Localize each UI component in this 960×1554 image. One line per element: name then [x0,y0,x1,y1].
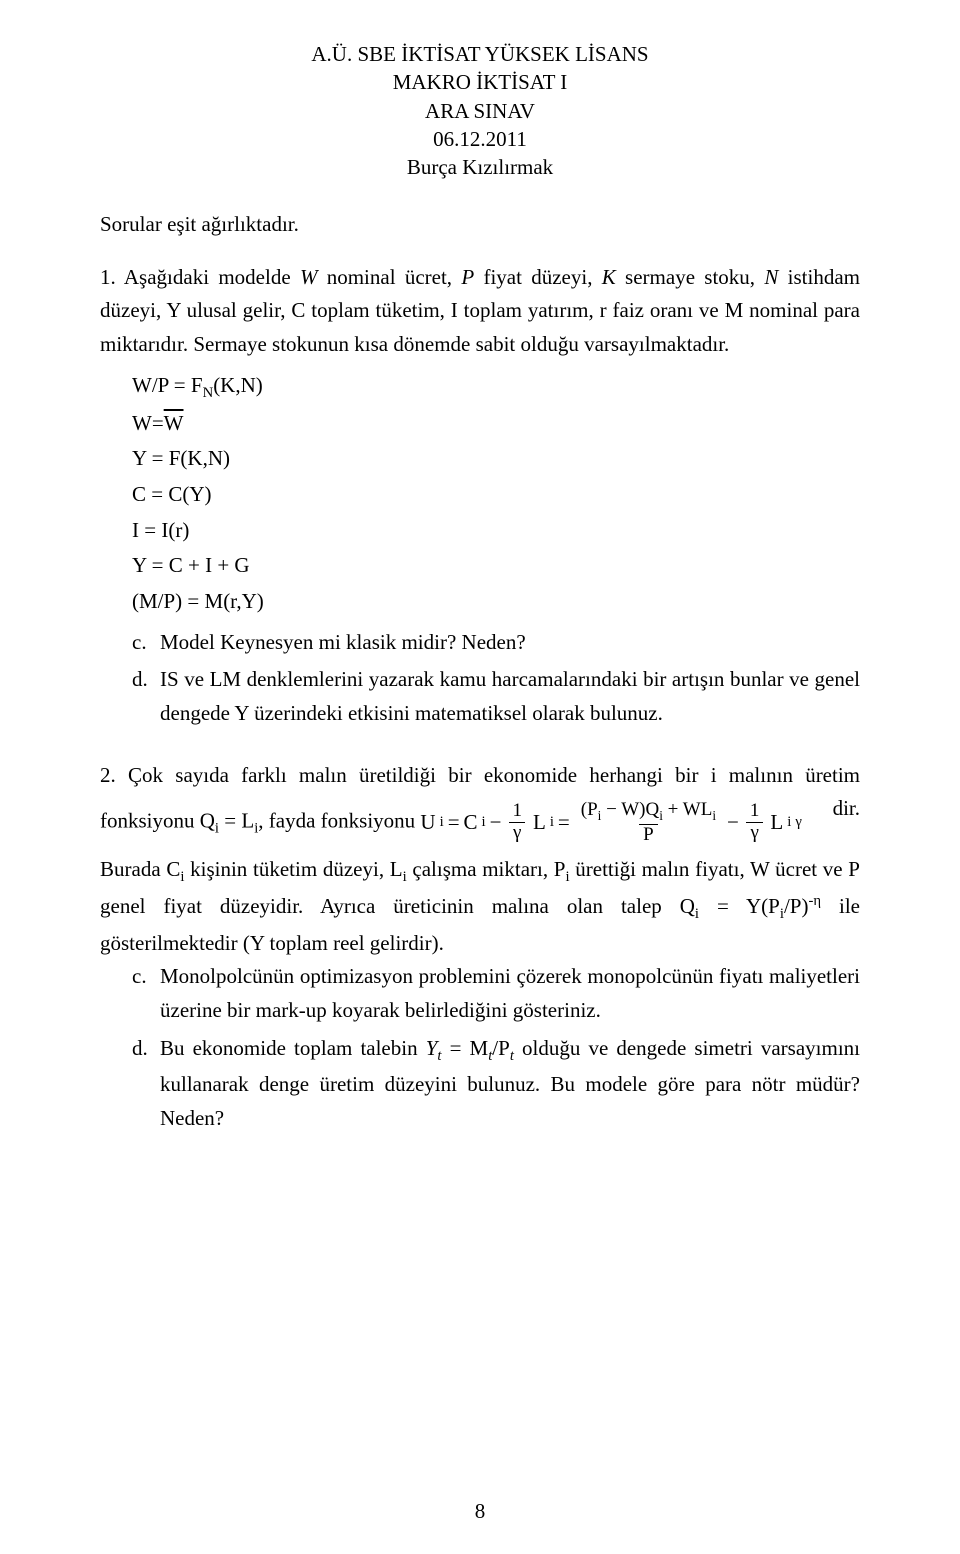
q1-eq7: (M/P) = M(r,Y) [132,584,860,620]
q1-eq5: I = I(r) [132,513,860,549]
var-P: P [461,265,474,289]
q2-d-label: d. [132,1032,160,1136]
q2-dir: dir. [833,792,860,826]
q2-body-e: kişinin tüketim düzeyi, L [184,857,402,881]
question-1: 1. Aşağıdaki modelde W nominal ücret, P … [100,261,860,731]
frac-main: (Pi − W)Qi + WLi P [577,800,720,845]
header-line-2: MAKRO İKTİSAT I [100,68,860,96]
q2-body-f: çalışma miktarı, P [407,857,566,881]
q2-d-text: Bu ekonomide toplam talebin Yt = Mt/Pt o… [160,1032,860,1136]
header-line-5: Burça Kızılırmak [100,153,860,181]
var-W: W [300,265,318,289]
q1-body-d: sermaye stoku, [616,265,765,289]
q2-sub-d: d. Bu ekonomide toplam talebin Yt = Mt/P… [132,1032,860,1136]
header-line-1: A.Ü. SBE İKTİSAT YÜKSEK LİSANS [100,40,860,68]
q2-number: 2. [100,763,116,787]
question-2: 2. Çok sayıda farklı malın üretildiği bi… [100,759,860,1136]
q1-body-c: fiyat düzeyi, [474,265,602,289]
q2-body-d: Burada C [100,857,180,881]
q2-utility-formula: Ui = Ci − 1 γ Li = (Pi − W)Qi + WLi P − … [420,800,801,845]
var-K: K [602,265,616,289]
q1-eq6: Y = C + I + G [132,548,860,584]
q1-number: 1. [100,265,116,289]
q1-c-label: c. [132,626,160,660]
q1-c-text: Model Keynesyen mi klasik midir? Neden? [160,626,860,660]
q1-equations: W/P = FN(K,N) W=W Y = F(K,N) C = C(Y) I … [132,368,860,620]
q1-eq3: Y = F(K,N) [132,441,860,477]
page-number: 8 [0,1499,960,1524]
q1-body-b: nominal ücret, [317,265,461,289]
document-header: A.Ü. SBE İKTİSAT YÜKSEK LİSANS MAKRO İKT… [100,40,860,182]
frac-1-over-gamma-2: 1 γ [746,801,764,844]
q2-subitems: c. Monolpolcünün optimizasyon problemini… [132,960,860,1135]
q2-body-c: , fayda fonksiyonu [258,809,420,833]
document-page: A.Ü. SBE İKTİSAT YÜKSEK LİSANS MAKRO İKT… [0,0,960,1554]
q1-body-a: Aşağıdaki modelde [124,265,300,289]
q2-body-i: /P) [784,894,809,918]
q1-subitems: c. Model Keynesyen mi klasik midir? Nede… [132,626,860,731]
q1-eq4: C = C(Y) [132,477,860,513]
q2-body-b: = L [219,809,254,833]
header-line-3: ARA SINAV [100,97,860,125]
q1-sub-c: c. Model Keynesyen mi klasik midir? Nede… [132,626,860,660]
var-N: N [764,265,778,289]
frac-1-over-gamma: 1 γ [508,801,526,844]
q1-eq1: W/P = FN(K,N) [132,368,860,406]
q1-eq2: W=W [132,406,860,442]
q1-d-label: d. [132,663,160,730]
intro-text: Sorular eşit ağırlıktadır. [100,212,860,237]
q2-body-h: = Y(P [699,894,780,918]
q2-c-label: c. [132,960,160,1027]
q1-d-text: IS ve LM denklemlerini yazarak kamu harc… [160,663,860,730]
q1-sub-d: d. IS ve LM denklemlerini yazarak kamu h… [132,663,860,730]
q2-c-text: Monolpolcünün optimizasyon problemini çö… [160,960,860,1027]
q2-sub-c: c. Monolpolcünün optimizasyon problemini… [132,960,860,1027]
header-line-4: 06.12.2011 [100,125,860,153]
